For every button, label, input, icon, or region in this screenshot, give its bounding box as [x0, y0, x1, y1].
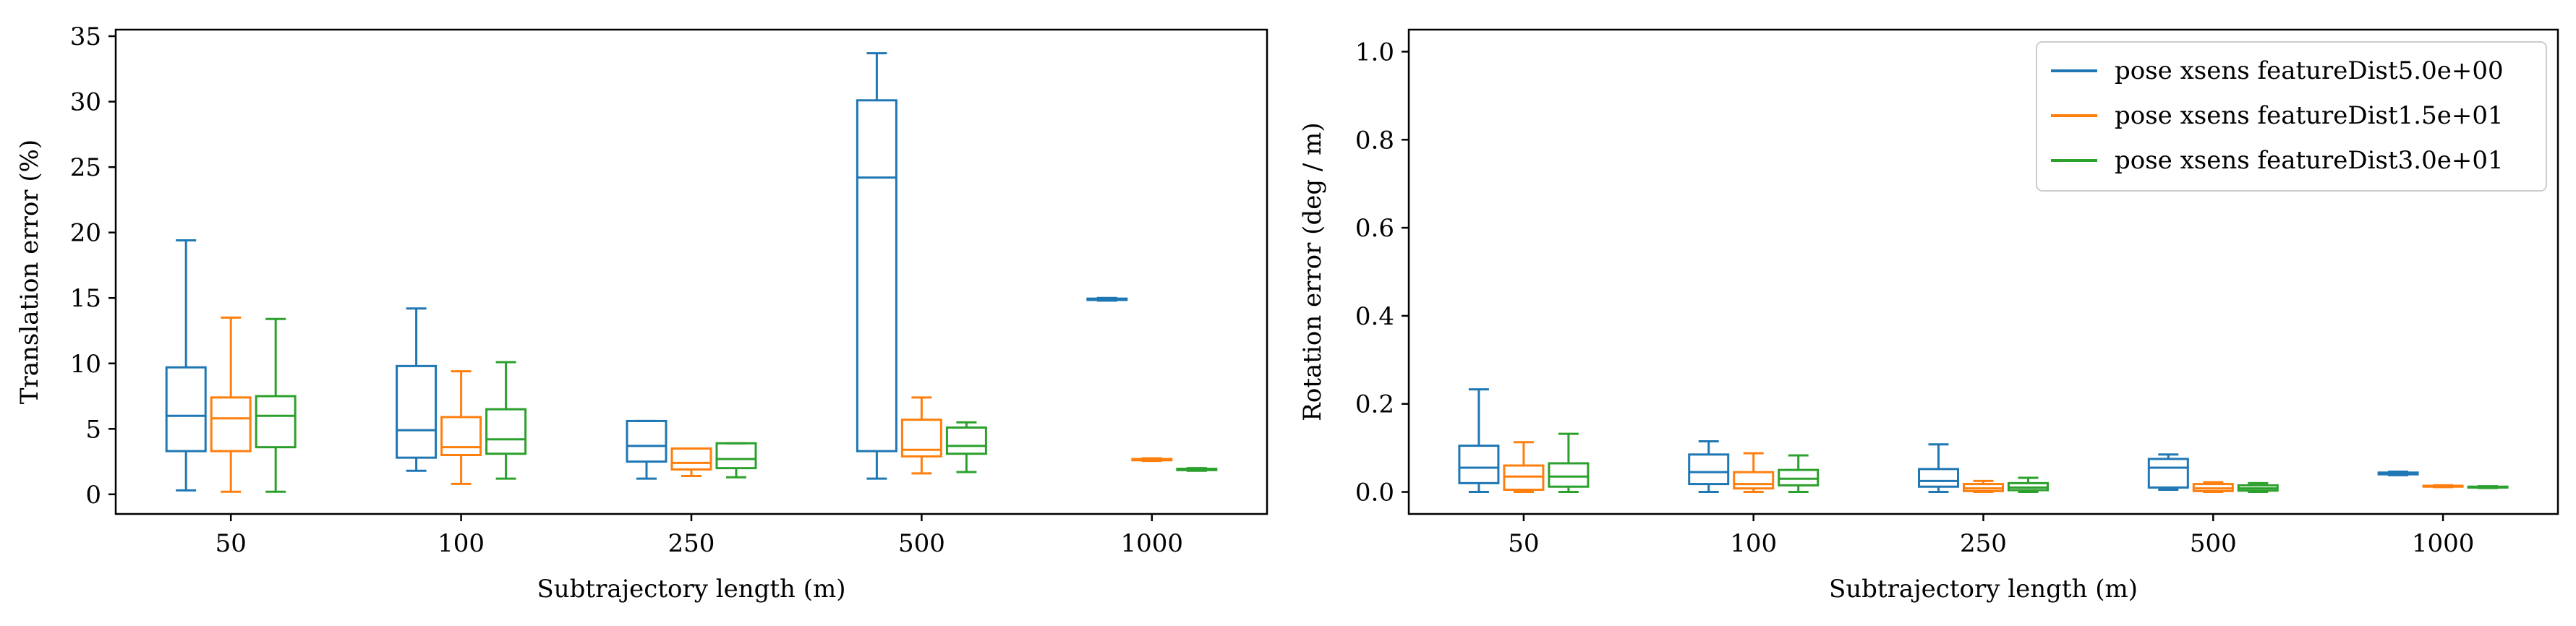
x-tick-label: 50 — [216, 529, 247, 558]
box-iqr — [1548, 462, 1590, 488]
box-plot — [2237, 481, 2279, 494]
box-plot — [715, 442, 757, 479]
box-iqr — [626, 419, 668, 463]
x-tick-label: 100 — [1730, 529, 1777, 558]
box-plot — [1778, 454, 1820, 494]
box-plot — [1548, 432, 1590, 494]
box-iqr — [1733, 471, 1775, 490]
legend-label: pose xsens featureDist3.0e+01 — [2115, 146, 2504, 175]
box-plot — [1503, 441, 1545, 494]
box-plot — [670, 447, 712, 477]
legend-frame — [2036, 41, 2547, 192]
box-plot — [1131, 457, 1173, 463]
box-plot — [1688, 440, 1730, 494]
x-tick-label: 250 — [668, 529, 715, 558]
x-tick-label: 1000 — [2412, 529, 2475, 558]
x-tick-label: 1000 — [1121, 529, 1184, 558]
x-tick-label: 500 — [898, 529, 945, 558]
x-tick-label: 250 — [1960, 529, 2007, 558]
box-plot — [945, 421, 987, 473]
y-tick-label: 10 — [70, 350, 101, 379]
box-plot — [440, 370, 482, 485]
box-iqr — [255, 395, 297, 449]
box-iqr — [2147, 458, 2189, 489]
y-tick-label: 25 — [70, 153, 101, 182]
y-tick-label: 0.2 — [1355, 390, 1394, 419]
box-iqr — [1458, 445, 1500, 484]
box-plot — [165, 239, 207, 492]
box-iqr — [1918, 468, 1959, 488]
x-axis-label: Subtrajectory length (m) — [1829, 575, 2138, 604]
y-tick-label: 30 — [70, 88, 101, 117]
box-iqr — [900, 419, 942, 458]
box-plot — [2422, 484, 2464, 489]
y-tick-label: 5 — [85, 415, 101, 444]
box-plot — [856, 52, 897, 480]
box-plot — [1086, 296, 1128, 302]
y-tick-label: 0.6 — [1355, 214, 1394, 243]
y-tick-label: 15 — [70, 284, 101, 313]
box-plot — [1733, 452, 1775, 494]
box-iqr — [1688, 453, 1730, 486]
box-plot — [396, 307, 438, 472]
plot-frame — [114, 28, 1268, 515]
box-iqr — [485, 408, 527, 455]
legend-label: pose xsens featureDist5.0e+00 — [2115, 56, 2504, 85]
box-plot — [1918, 443, 1959, 494]
y-tick-label: 0.8 — [1355, 126, 1394, 155]
box-plot — [1176, 467, 1218, 472]
box-plot — [1458, 388, 1500, 494]
box-iqr — [945, 426, 987, 455]
x-tick-label: 100 — [438, 529, 485, 558]
x-axis-label: Subtrajectory length (m) — [537, 575, 845, 604]
rotation-error-chart: 0.0 0.2 0.4 0.6 0.8 1.0 50 100 250 500 1000 Subtraj… — [1298, 28, 2559, 604]
y-tick-label: 0.0 — [1355, 479, 1394, 507]
y-tick-label: 35 — [70, 22, 101, 51]
box-plot — [626, 419, 668, 480]
box-iqr — [210, 396, 252, 453]
y-axis-label: Rotation error (deg / m) — [1298, 122, 1327, 421]
box-plot — [2147, 453, 2189, 491]
box-iqr — [396, 364, 438, 459]
box-iqr — [1778, 468, 1820, 486]
box-plot — [900, 396, 942, 475]
legend: pose xsens featureDist5.0e+00 pose xsens … — [2036, 41, 2547, 192]
box-iqr — [1503, 464, 1545, 491]
x-tick-label: 500 — [2190, 529, 2237, 558]
box-plot — [210, 316, 252, 493]
box-plot — [2377, 471, 2419, 476]
box-iqr — [165, 366, 207, 453]
box-plot — [255, 317, 297, 493]
box-plot — [2192, 481, 2234, 494]
box-plot — [485, 361, 527, 480]
box-iqr — [856, 99, 897, 453]
y-tick-label: 20 — [70, 219, 101, 248]
x-tick-label: 50 — [1508, 529, 1539, 558]
translation-error-chart: 0 5 10 15 20 25 30 35 50 100 250 500 1000 Subtrajecto… — [15, 22, 1268, 604]
legend-label: pose xsens featureDist1.5e+01 — [2115, 101, 2504, 130]
box-plot — [2008, 476, 2049, 494]
y-tick-label: 0 — [85, 481, 101, 510]
y-axis-label: Translation error (%) — [15, 140, 44, 404]
box-iqr — [715, 442, 757, 470]
y-tick-label: 1.0 — [1355, 38, 1394, 67]
box-plot — [1963, 479, 2004, 494]
box-iqr — [440, 416, 482, 457]
y-tick-label: 0.4 — [1355, 302, 1394, 331]
box-plot — [2467, 485, 2509, 489]
box-iqr — [670, 447, 712, 471]
